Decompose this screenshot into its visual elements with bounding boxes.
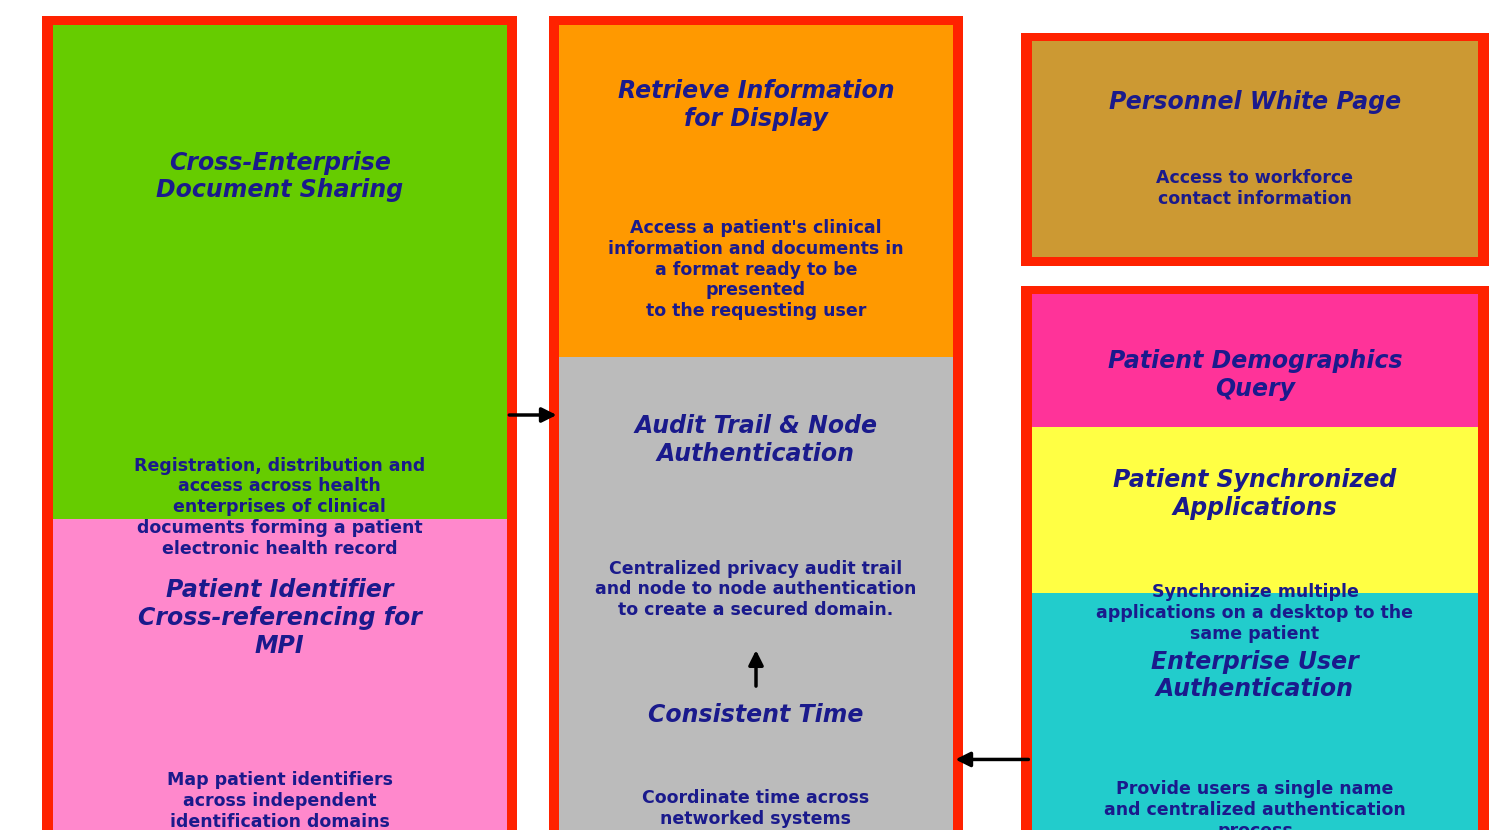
Text: Retrieve Information
for Display: Retrieve Information for Display — [618, 80, 894, 131]
Text: Coordinate time across
networked systems: Coordinate time across networked systems — [643, 789, 869, 828]
Text: Patient Identifier
Cross-referencing for
MPI: Patient Identifier Cross-referencing for… — [138, 579, 422, 658]
Text: Consistent Time: Consistent Time — [649, 703, 863, 726]
Text: Provide users a single name
and centralized authentication
process
across all sy: Provide users a single name and centrali… — [1104, 780, 1406, 830]
Text: Enterprise User
Authentication: Enterprise User Authentication — [1151, 650, 1359, 701]
Bar — [549, 349, 963, 697]
Bar — [1022, 286, 1488, 465]
Bar — [549, 639, 963, 830]
Bar — [53, 25, 507, 714]
Bar — [42, 510, 517, 830]
Bar — [559, 647, 953, 830]
Text: Patient Demographics
Query: Patient Demographics Query — [1108, 349, 1402, 401]
Text: Cross-Enterprise
Document Sharing: Cross-Enterprise Document Sharing — [156, 150, 404, 203]
Text: Patient Synchronized
Applications: Patient Synchronized Applications — [1113, 468, 1397, 520]
Text: Audit Trail & Node
Authentication: Audit Trail & Node Authentication — [635, 414, 877, 466]
Bar — [559, 25, 953, 390]
Bar — [53, 519, 507, 830]
Bar — [1031, 593, 1477, 830]
Bar — [1022, 418, 1488, 694]
Bar — [549, 16, 963, 398]
Text: Access to workforce
contact information: Access to workforce contact information — [1157, 168, 1353, 208]
Text: Registration, distribution and
access across health
enterprises of clinical
docu: Registration, distribution and access ac… — [135, 457, 425, 558]
Bar — [42, 17, 517, 722]
Bar — [1031, 294, 1477, 456]
Text: Synchronize multiple
applications on a desktop to the
same patient: Synchronize multiple applications on a d… — [1096, 583, 1414, 642]
Bar — [1031, 42, 1477, 257]
Text: Map patient identifiers
across independent
identification domains: Map patient identifiers across independe… — [166, 771, 393, 830]
Bar — [559, 357, 953, 689]
Text: Centralized privacy audit trail
and node to node authentication
to create a secu: Centralized privacy audit trail and node… — [596, 559, 916, 619]
Text: Access a patient's clinical
information and documents in
a format ready to be
pr: Access a patient's clinical information … — [608, 219, 904, 320]
Bar — [1022, 584, 1488, 830]
Text: Personnel White Page: Personnel White Page — [1108, 90, 1402, 114]
Bar — [1031, 427, 1477, 685]
Bar — [1022, 32, 1488, 266]
